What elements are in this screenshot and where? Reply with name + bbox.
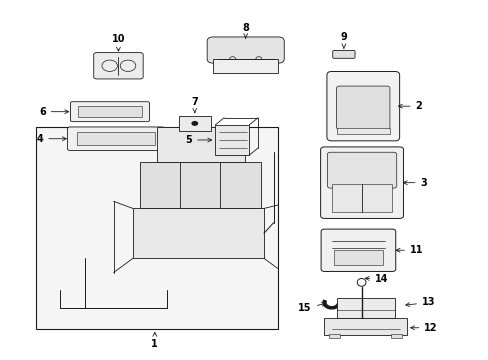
Bar [133,208,264,258]
FancyBboxPatch shape [67,127,164,150]
Bar [331,184,391,212]
Bar [140,162,261,208]
FancyBboxPatch shape [70,102,149,122]
Text: 5: 5 [185,135,211,145]
Text: 11: 11 [395,245,423,255]
Text: 4: 4 [37,134,66,144]
Bar [336,298,394,318]
Wedge shape [323,300,339,309]
Circle shape [191,121,198,126]
Bar [213,59,278,73]
Bar [157,127,244,162]
Bar [179,116,210,131]
Text: 7: 7 [191,97,198,112]
Bar [336,128,389,134]
Bar [324,318,406,335]
FancyBboxPatch shape [326,72,399,141]
Bar [78,106,142,117]
Bar [390,334,401,338]
FancyBboxPatch shape [332,50,354,58]
FancyBboxPatch shape [207,37,284,63]
Bar [329,334,339,338]
FancyBboxPatch shape [327,152,396,188]
Text: 1: 1 [151,332,158,350]
FancyBboxPatch shape [320,147,403,219]
Bar [36,127,278,329]
Text: 9: 9 [340,32,346,48]
Bar [77,132,155,145]
Bar [215,125,249,155]
Text: 15: 15 [298,302,325,313]
Text: 2: 2 [398,101,422,111]
FancyBboxPatch shape [321,229,395,271]
Text: 3: 3 [403,178,427,188]
FancyBboxPatch shape [94,53,143,79]
FancyBboxPatch shape [336,86,389,130]
Text: 13: 13 [405,297,435,307]
Text: 6: 6 [39,107,68,117]
Text: 8: 8 [242,23,249,38]
Text: 10: 10 [111,34,125,51]
Bar [333,250,382,265]
Text: 12: 12 [410,323,437,333]
Text: 14: 14 [365,274,388,284]
